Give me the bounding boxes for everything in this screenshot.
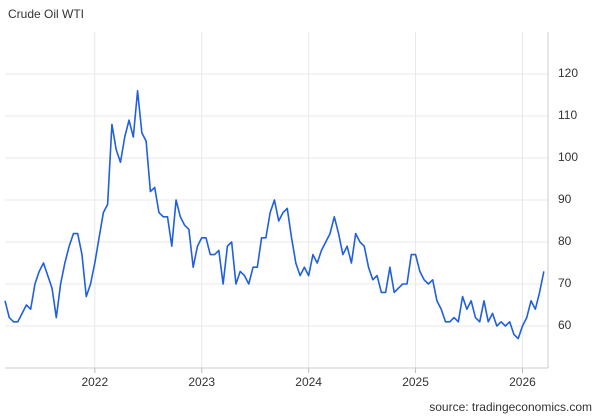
y-tick-label: 80	[558, 234, 572, 248]
y-tick-label: 70	[558, 276, 572, 290]
source: source: tradingeconomics.com	[429, 400, 592, 414]
x-tick-label: 2023	[188, 375, 215, 389]
x-tick-label: 2025	[402, 375, 429, 389]
price-line	[4, 90, 545, 340]
x-tick-label: 2026	[509, 375, 536, 389]
x-tick-label: 2022	[81, 375, 108, 389]
y-tick-label: 100	[558, 150, 578, 164]
y-tick-label: 110	[558, 108, 577, 122]
chart-title: Crude Oil WTI	[8, 7, 84, 21]
y-tick-label: 60	[558, 318, 572, 332]
y-tick-label: 90	[558, 192, 572, 206]
y-tick-label: 120	[558, 66, 578, 80]
x-tick-label: 2024	[295, 375, 322, 389]
